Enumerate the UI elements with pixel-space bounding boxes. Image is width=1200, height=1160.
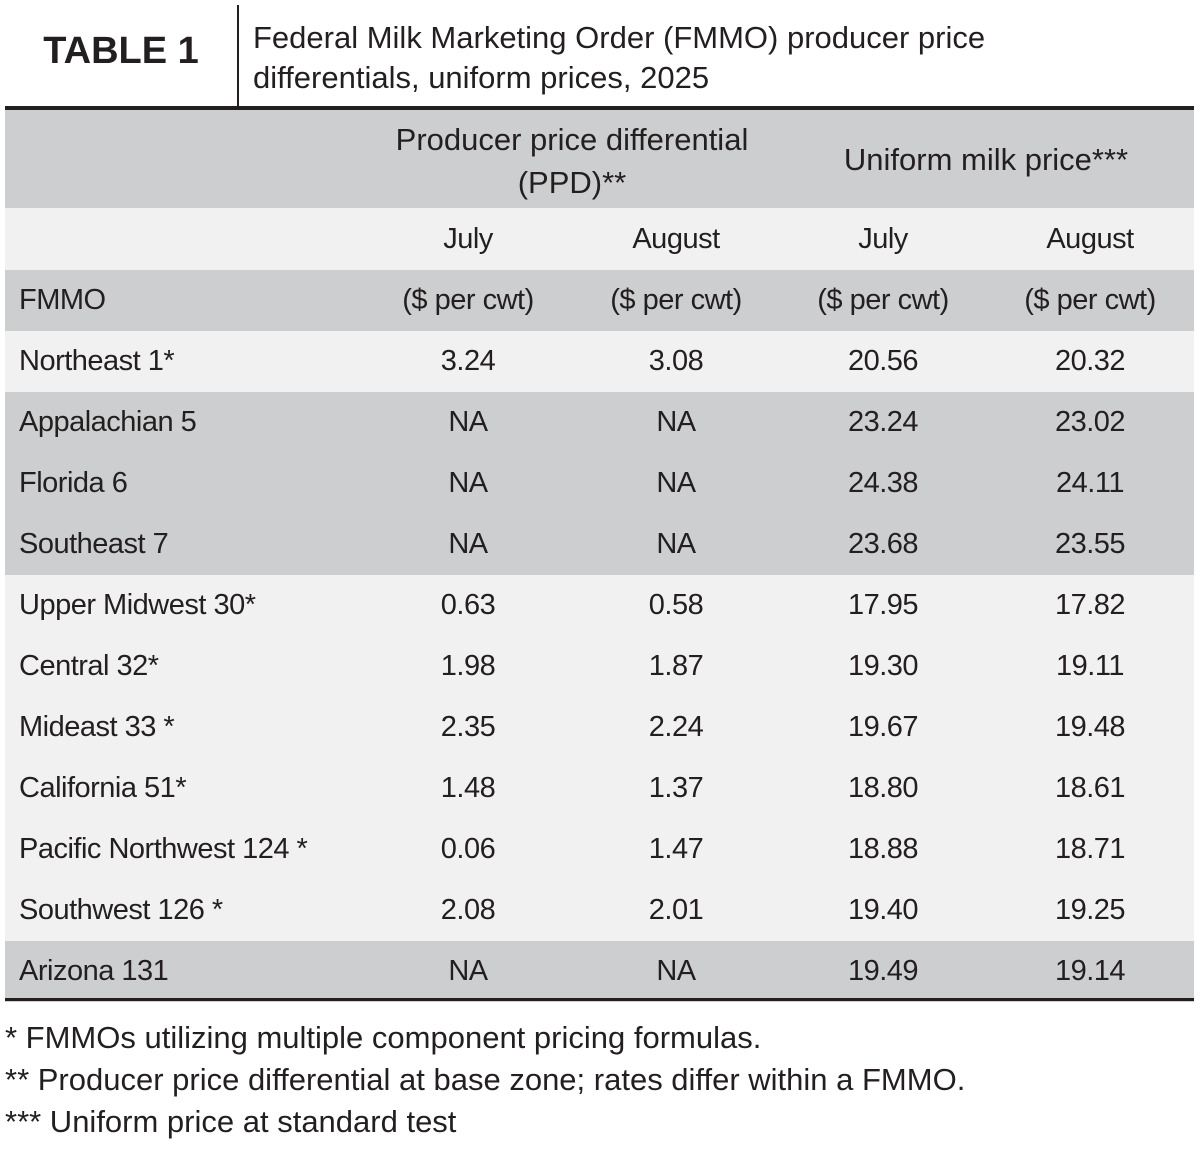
cell-value: 20.56 [847,345,919,377]
row-band [5,270,1194,331]
month-header: July [858,223,908,255]
group-header: Uniform milk price*** [843,142,1129,177]
cell-value: 0.58 [648,589,704,621]
row-label: Mideast 33 * [19,711,175,743]
unit-header: ($ per cwt) [402,284,534,316]
cell-value: 19.48 [1054,711,1126,743]
cell-value: 18.80 [847,772,919,804]
cell-value: 24.38 [847,467,919,499]
row-band [5,880,1194,941]
table-label: TABLE 1 [43,30,199,72]
row-band [5,453,1194,514]
cell-value: 2.35 [440,711,496,743]
cell-value: 3.08 [648,345,704,377]
header-divider [237,5,239,108]
row-band [5,110,1194,208]
cell-value: 20.32 [1054,345,1126,377]
cell-value: 23.02 [1054,406,1126,438]
row-band [5,392,1194,453]
cell-value: 17.95 [847,589,919,621]
row-band [5,575,1194,636]
cell-value: 19.40 [847,894,919,926]
row-label: Appalachian 5 [19,406,197,438]
cell-value: 19.67 [847,711,919,743]
row-label: California 51* [19,772,187,804]
row-band [5,758,1194,819]
cell-value: 1.48 [440,772,496,804]
cell-value: NA [656,528,696,560]
cell-value: 2.24 [648,711,704,743]
cell-value: NA [448,406,488,438]
cell-value: 17.82 [1054,589,1126,621]
row-band [5,941,1194,1002]
cell-value: 1.47 [648,833,704,865]
row-label: Central 32* [19,650,159,682]
cell-value: 19.30 [847,650,919,682]
table-title: Federal Milk Marketing Order (FMMO) prod… [253,20,986,95]
column-header: FMMO [19,284,106,316]
cell-value: 23.55 [1054,528,1126,560]
month-header: July [443,223,493,255]
month-header: August [632,223,720,255]
cell-value: 19.25 [1054,894,1126,926]
cell-value: 0.63 [440,589,496,621]
row-label: Southwest 126 * [19,894,223,926]
header-rule [5,106,1194,110]
cell-value: 23.68 [847,528,919,560]
cell-value: 18.71 [1054,833,1126,865]
footnote: * FMMOs utilizing multiple component pri… [5,1020,762,1055]
cell-value: 1.98 [440,650,496,682]
footnote: ** Producer price differential at base z… [5,1062,966,1097]
month-header: August [1046,223,1134,255]
row-label: Florida 6 [19,467,128,499]
cell-value: 19.49 [847,955,919,987]
cell-value: NA [448,528,488,560]
cell-value: 3.24 [440,345,496,377]
row-band [5,819,1194,880]
footnote: *** Uniform price at standard test [5,1104,457,1139]
cell-value: NA [448,955,488,987]
row-label: Arizona 131 [19,955,169,987]
unit-header: ($ per cwt) [817,284,949,316]
cell-value: 2.08 [440,894,496,926]
cell-value: 1.87 [648,650,704,682]
cell-value: 2.01 [648,894,704,926]
cell-value: 18.61 [1054,772,1126,804]
row-band [5,331,1194,392]
cell-value: NA [448,467,488,499]
row-band [5,697,1194,758]
cell-value: 19.11 [1056,650,1124,682]
cell-value: 18.88 [847,833,919,865]
cell-value: 24.11 [1056,467,1124,499]
cell-value: 19.14 [1054,955,1126,987]
cell-value: 1.37 [648,772,704,804]
cell-value: NA [656,467,696,499]
row-band [5,514,1194,575]
row-label: Southeast 7 [19,528,169,560]
unit-header: ($ per cwt) [610,284,742,316]
group-header: Producer price differential (PPD)** [395,122,749,200]
row-label: Northeast 1* [19,345,175,377]
row-label: Pacific Northwest 124 * [19,833,308,865]
unit-header: ($ per cwt) [1024,284,1156,316]
cell-value: NA [656,406,696,438]
bottom-rule [5,998,1194,1001]
row-band [5,636,1194,697]
row-band [5,208,1194,270]
cell-value: 23.24 [847,406,919,438]
row-label: Upper Midwest 30* [19,589,256,621]
cell-value: 0.06 [440,833,496,865]
cell-value: NA [656,955,696,987]
